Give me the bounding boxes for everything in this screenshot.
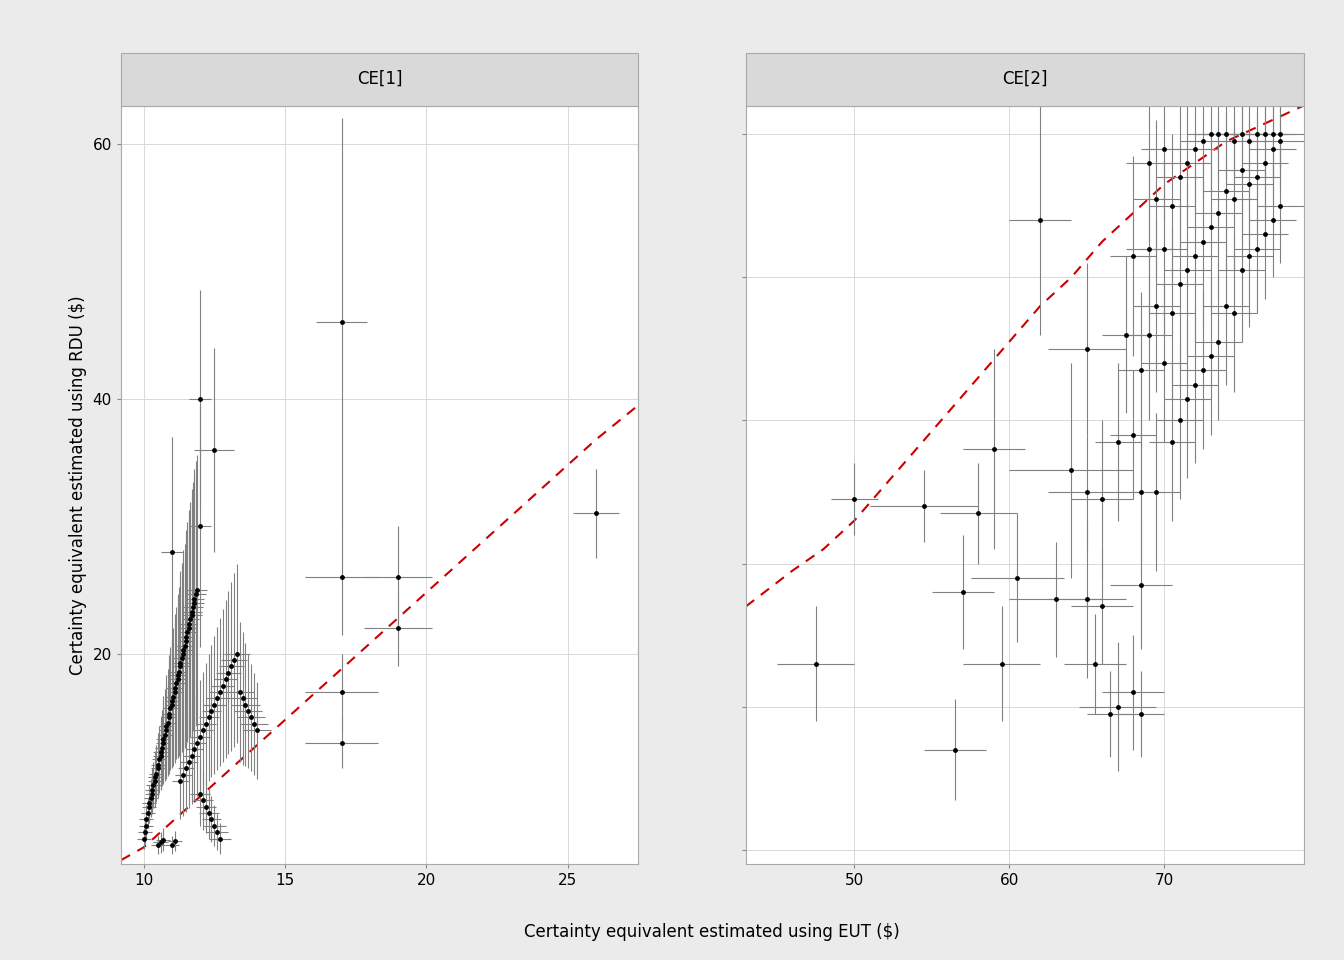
Text: CE[2]: CE[2] [1003, 70, 1047, 88]
Text: Certainty equivalent estimated using EUT ($): Certainty equivalent estimated using EUT… [524, 923, 900, 941]
Y-axis label: Certainty equivalent estimated using RDU ($): Certainty equivalent estimated using RDU… [69, 295, 87, 675]
Text: CE[1]: CE[1] [358, 70, 402, 88]
